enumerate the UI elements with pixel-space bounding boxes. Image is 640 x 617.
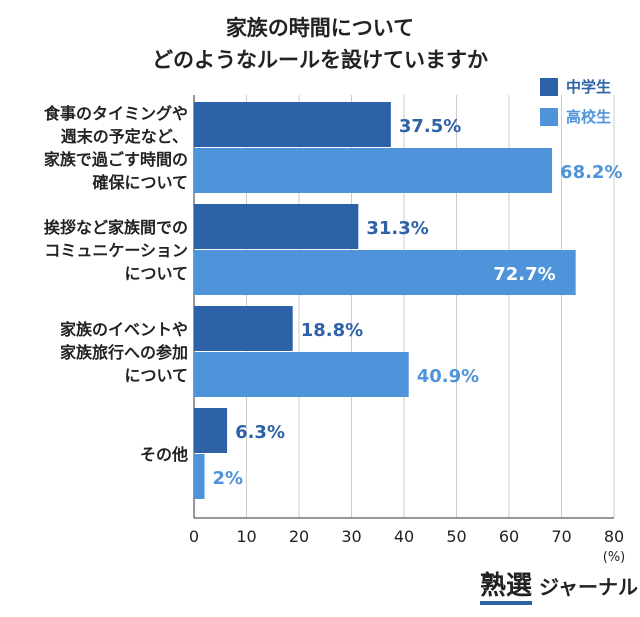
bar bbox=[194, 408, 228, 453]
category-label: 家族のイベントや 家族旅行への参加について bbox=[60, 318, 188, 387]
x-tick-label: 20 bbox=[289, 527, 309, 546]
data-label: 37.5% bbox=[399, 116, 461, 137]
logo-mark: 熟選 bbox=[480, 571, 533, 605]
data-label: 2% bbox=[213, 468, 244, 489]
x-tick-label: 30 bbox=[341, 527, 361, 546]
x-tick-label: 40 bbox=[394, 527, 414, 546]
data-label: 18.8% bbox=[301, 320, 363, 341]
x-tick-label: 60 bbox=[499, 527, 519, 546]
legend-swatch bbox=[540, 107, 558, 126]
category-label: その他 bbox=[140, 443, 188, 466]
category-label-line: について bbox=[124, 263, 188, 283]
category-label: 挨拶など家族間での コミュニケーションについて bbox=[44, 216, 188, 285]
data-label: 68.2% bbox=[560, 162, 622, 183]
x-unit: (%) bbox=[603, 550, 626, 565]
bar bbox=[194, 306, 293, 351]
category-label-line: コミュニケーション bbox=[44, 240, 188, 260]
x-tick-label: 70 bbox=[551, 527, 571, 546]
legend-label: 高校生 bbox=[566, 108, 612, 126]
data-label: 72.7% bbox=[493, 264, 555, 285]
bar bbox=[194, 204, 359, 249]
category-label: 食事のタイミングや週末の予定など、家族で過ごす時間の確保について bbox=[44, 102, 188, 194]
x-tick-label: 10 bbox=[236, 527, 256, 546]
legend-label: 中学生 bbox=[566, 78, 612, 96]
category-label-line: 家族で過ごす時間の bbox=[43, 150, 188, 169]
logo-text: ジャーナル bbox=[538, 575, 638, 599]
legend-swatch bbox=[540, 77, 558, 96]
category-label-line: 挨拶など家族間での bbox=[43, 217, 188, 237]
x-tick-label: 50 bbox=[446, 527, 466, 546]
bar bbox=[194, 102, 391, 147]
logo: 熟選 ジャーナル bbox=[480, 565, 638, 605]
category-label-line: について bbox=[124, 365, 188, 385]
x-tick-label: 80 bbox=[604, 527, 624, 546]
category-label-line: その他 bbox=[139, 444, 188, 464]
category-label-line: 家族旅行への参加 bbox=[59, 342, 188, 362]
x-tick-label: 0 bbox=[189, 527, 199, 546]
bar bbox=[194, 352, 409, 397]
bar bbox=[194, 148, 553, 193]
data-label: 6.3% bbox=[235, 422, 285, 443]
legend-item-senior: 高校生 bbox=[540, 106, 611, 127]
chart-title-line2: どのようなルールを設けていますか bbox=[152, 48, 488, 72]
data-label: 40.9% bbox=[417, 366, 479, 387]
chart-title-line1: 家族の時間について bbox=[225, 16, 415, 40]
bar bbox=[194, 454, 205, 499]
legend-item-junior: 中学生 bbox=[540, 76, 611, 97]
category-label-line: 確保について bbox=[92, 173, 188, 192]
data-label: 31.3% bbox=[366, 218, 428, 239]
category-label-line: 食事のタイミングや bbox=[43, 104, 188, 123]
category-label-line: 週末の予定など、 bbox=[60, 127, 188, 146]
bar bbox=[194, 250, 576, 295]
category-label-line: 家族のイベントや bbox=[59, 319, 188, 339]
